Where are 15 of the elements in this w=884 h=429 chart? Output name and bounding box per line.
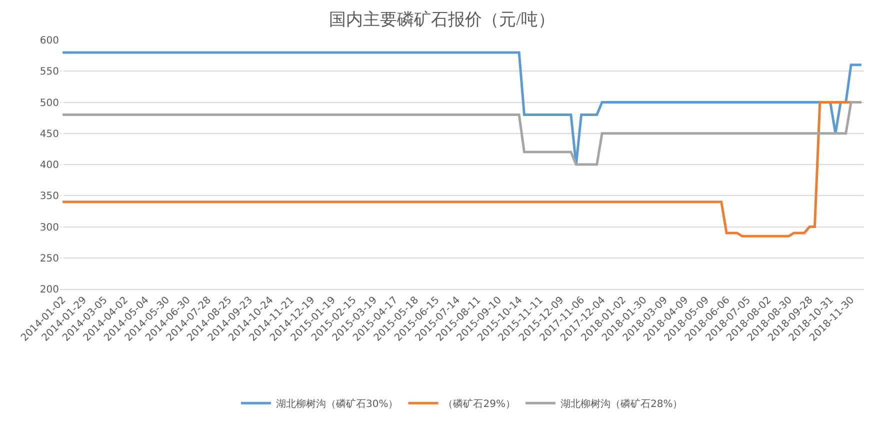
y-tick-label: 250 xyxy=(40,253,59,264)
chart-title: 国内主要磷矿石报价（元/吨） xyxy=(329,10,555,29)
legend-label: 湖北柳树沟（磷矿石28%） xyxy=(560,398,683,410)
y-tick-label: 600 xyxy=(40,36,59,46)
legend-label: 湖北柳树沟（磷矿石30%） xyxy=(276,398,398,410)
y-tick-label: 500 xyxy=(40,98,59,109)
y-tick-label: 450 xyxy=(40,128,59,140)
y-tick-label: 400 xyxy=(40,160,59,171)
line-series xyxy=(61,51,863,166)
line-series xyxy=(61,101,863,166)
legend-label: （磷矿石29%） xyxy=(443,398,516,410)
y-tick-label: 550 xyxy=(40,66,59,78)
y-tick-label: 300 xyxy=(40,222,59,234)
y-tick-label: 200 xyxy=(40,284,59,296)
y-tick-label: 350 xyxy=(40,191,59,202)
